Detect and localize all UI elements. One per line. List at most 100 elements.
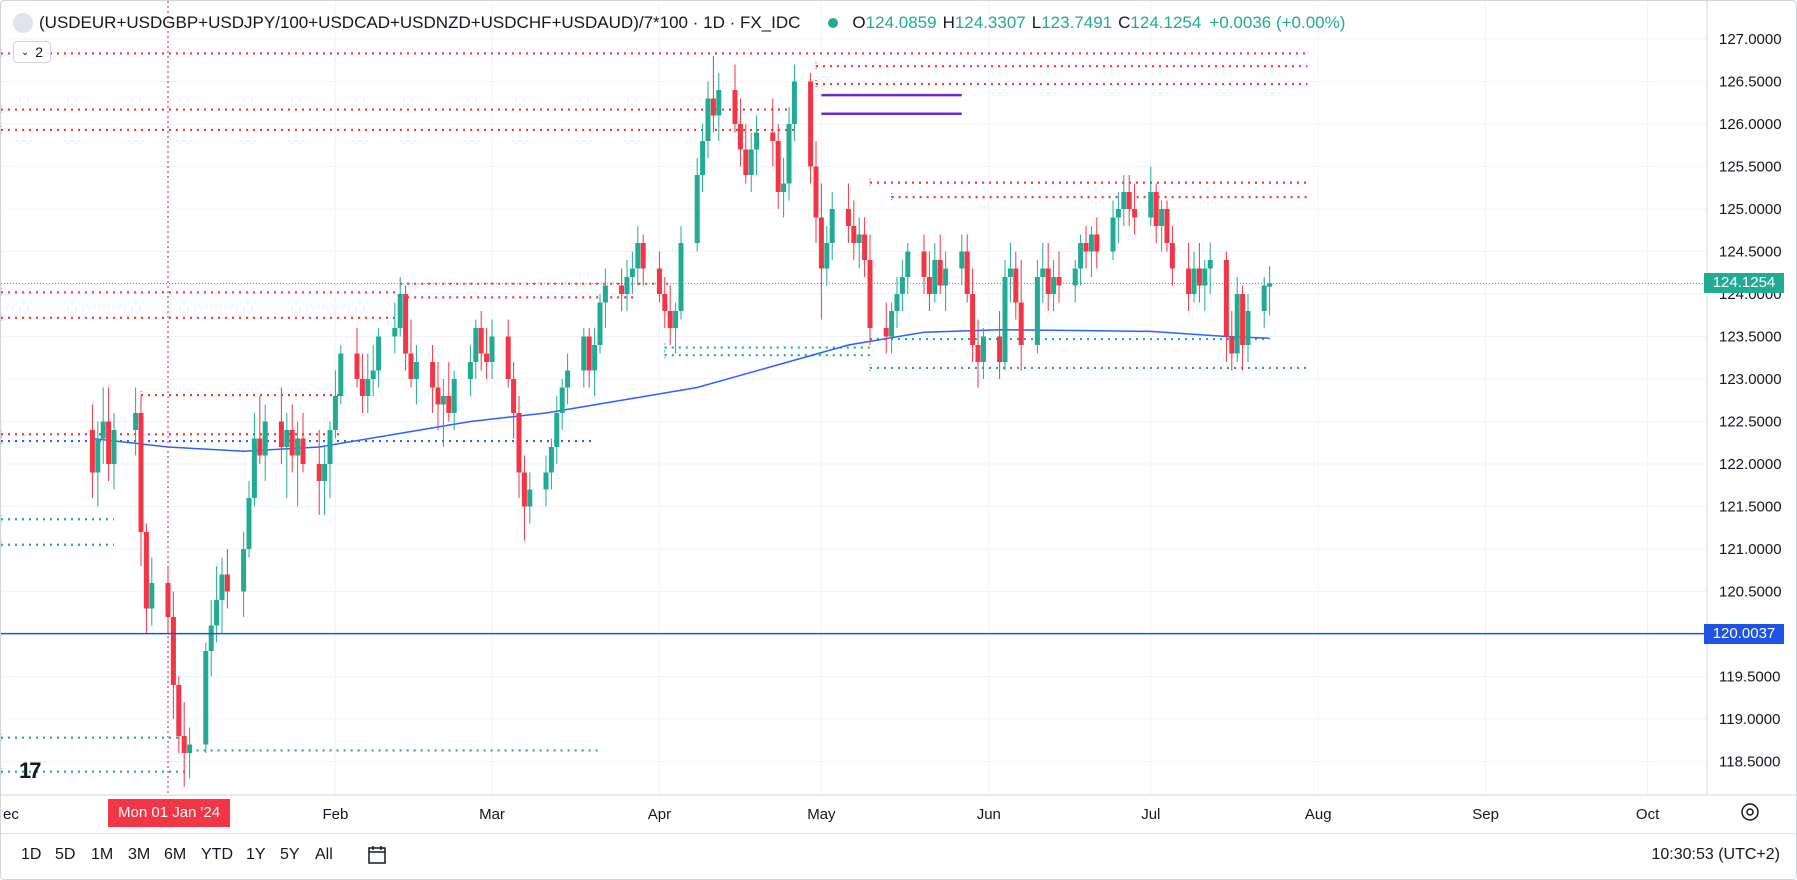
candle-body — [640, 243, 646, 269]
candle-body — [700, 141, 706, 175]
calendar-range-icon[interactable] — [366, 844, 388, 866]
candle-body — [964, 251, 970, 294]
candle-body — [440, 396, 446, 405]
candle-body — [862, 234, 868, 260]
symbol-title[interactable]: (USDEUR+USDGBP+USDJPY/100+USDCAD+USDNZD+… — [39, 13, 801, 32]
candle-body — [284, 430, 290, 447]
y-axis-tick-label: 121.0000 — [1719, 541, 1782, 558]
candle-down — [435, 362, 441, 430]
candle-body — [511, 379, 517, 413]
candle-up — [246, 481, 252, 558]
candle-body — [1078, 243, 1084, 269]
close-value: 124.1254 — [1130, 13, 1202, 32]
candle-body — [1207, 260, 1213, 269]
timeframe-1y-button[interactable]: 1Y — [246, 846, 266, 863]
chart-settings-icon[interactable] — [1738, 800, 1762, 824]
candle-down — [926, 251, 932, 311]
candle-down — [359, 353, 365, 413]
candle-body — [1159, 209, 1165, 226]
y-axis-tick-label: 125.5000 — [1719, 159, 1782, 176]
candle-body — [187, 744, 193, 753]
candle-down — [316, 430, 322, 515]
candle-body — [781, 183, 787, 192]
indicators-toggle-button[interactable]: ⌄ 2 — [13, 41, 51, 63]
candle-up — [673, 302, 679, 354]
timeframe-5y-button[interactable]: 5Y — [280, 846, 300, 863]
timeframe-5d-button[interactable]: 5D — [55, 846, 76, 863]
candle-body — [1169, 243, 1175, 269]
candle-body — [359, 379, 365, 396]
y-axis-tick-label: 123.0000 — [1719, 371, 1782, 388]
candle-body — [521, 472, 527, 507]
candle-body — [586, 336, 592, 371]
candle-body — [1051, 277, 1057, 294]
candle-body — [1110, 217, 1116, 252]
candle-body — [251, 438, 257, 498]
timeframe-1d-button[interactable]: 1D — [21, 846, 42, 863]
indicators-count: 2 — [35, 44, 44, 60]
candle-down — [586, 328, 592, 388]
candle-body — [1083, 243, 1089, 252]
candle-body — [959, 251, 965, 269]
timeframe-ytd-button[interactable]: YTD — [201, 846, 233, 863]
candle-up — [905, 243, 911, 294]
candle-body — [370, 370, 376, 379]
candle-up — [980, 328, 986, 379]
moving-average-line — [92, 328, 1270, 453]
candle-up — [527, 472, 533, 524]
candle-body — [527, 489, 533, 507]
candle-down — [408, 319, 414, 388]
candle-up — [1148, 166, 1154, 226]
candle-down — [862, 217, 868, 277]
symbol-legend[interactable]: (USDEUR+USDGBP+USDJPY/100+USDCAD+USDNZD+… — [13, 11, 1345, 35]
candle-up — [251, 413, 257, 507]
candle-up — [392, 302, 398, 354]
candle-up — [397, 277, 403, 337]
timeframe-all-button[interactable]: All — [315, 846, 333, 863]
candle-body — [1018, 302, 1024, 345]
y-axis-tick-label: 118.5000 — [1719, 754, 1780, 771]
timeframe-6m-button[interactable]: 6M — [164, 846, 187, 863]
candle-down — [403, 285, 409, 371]
candle-up — [219, 557, 225, 634]
market-status-dot-icon — [828, 18, 839, 28]
candle-up — [95, 421, 101, 507]
candle-body — [629, 268, 635, 277]
tradingview-logo-icon[interactable]: 17 — [19, 758, 42, 783]
candle-up — [214, 566, 220, 643]
candle-body — [478, 328, 484, 354]
candle-body — [1072, 268, 1078, 286]
candle-body — [926, 277, 932, 294]
candle-body — [1088, 234, 1094, 252]
candle-up — [748, 132, 754, 192]
candle-up — [1072, 260, 1078, 303]
candle-up — [1159, 200, 1165, 252]
candle-body — [813, 166, 819, 218]
candle-body — [224, 574, 230, 592]
timeframe-3m-button[interactable]: 3M — [128, 846, 151, 863]
candle-up — [413, 345, 419, 405]
candle-up — [111, 413, 117, 490]
x-axis-tick-label: May — [807, 806, 836, 823]
candle-body — [743, 149, 749, 175]
clock-display[interactable]: 10:30:53 (UTC+2) — [1651, 846, 1780, 863]
y-axis-tick-label: 119.0000 — [1719, 711, 1780, 728]
candle-down — [143, 523, 149, 634]
timeframe-1m-button[interactable]: 1M — [91, 846, 114, 863]
candle-body — [338, 353, 344, 396]
candle-down — [224, 549, 230, 609]
change-value: +0.0036 (+0.00%) — [1209, 13, 1346, 32]
y-axis-tick-label: 126.5000 — [1719, 74, 1782, 91]
candle-down — [662, 277, 668, 328]
horizontal-line-price-label: 120.0037 — [1704, 623, 1784, 644]
price-chart[interactable]: 127.0000 126.5000 126.0000 125.5000 125.0000… — [1, 1, 1797, 833]
candle-body — [937, 260, 943, 286]
candle-body — [592, 345, 598, 371]
candle-down — [354, 328, 360, 388]
candle-body — [300, 438, 306, 464]
candle-down — [1132, 183, 1138, 235]
candle-down — [1223, 251, 1229, 362]
candle-up — [149, 557, 155, 626]
candle-body — [289, 430, 295, 456]
candle-body — [278, 421, 284, 447]
